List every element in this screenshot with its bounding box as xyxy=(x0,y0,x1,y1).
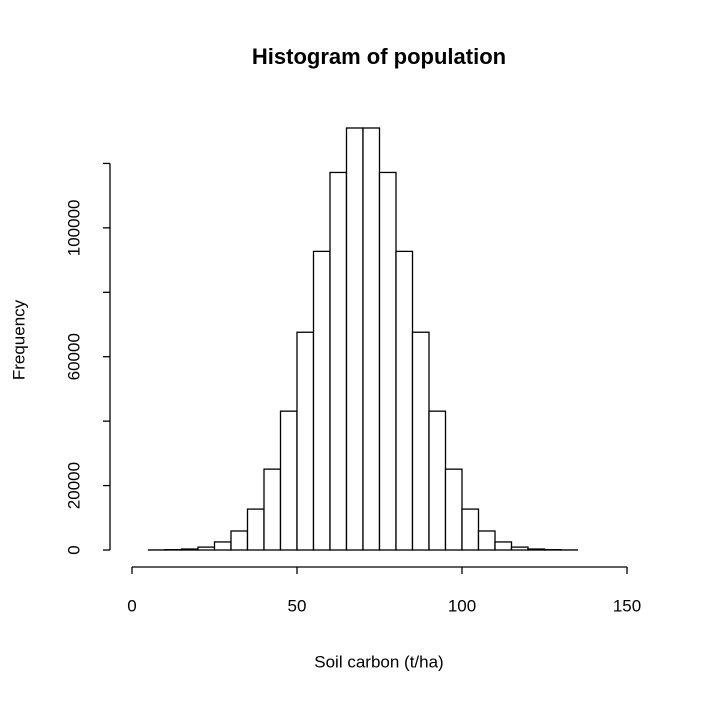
histogram-bar xyxy=(494,541,513,551)
histogram-bar xyxy=(329,171,348,551)
y-axis-label: Frequency xyxy=(9,299,28,380)
y-tick-label: 20000 xyxy=(64,462,83,509)
x-tick-label: 150 xyxy=(613,596,641,615)
histogram-bar xyxy=(279,410,298,551)
y-tick-label: 60000 xyxy=(64,333,83,380)
y-tick-label: 0 xyxy=(64,545,83,554)
histogram-bar xyxy=(345,127,364,551)
x-tick-label: 100 xyxy=(448,596,476,615)
histogram-bar xyxy=(263,468,282,551)
histogram-bar xyxy=(362,127,381,551)
y-tick-label: 100000 xyxy=(64,199,83,256)
x-tick-label: 0 xyxy=(127,596,136,615)
histogram-bar xyxy=(444,468,463,551)
histogram-bar xyxy=(477,530,496,551)
histogram-bar xyxy=(411,331,430,551)
histogram-bar xyxy=(510,546,529,551)
x-axis-label: Soil carbon (t/ha) xyxy=(314,652,443,671)
histogram-bar xyxy=(527,548,546,551)
histogram-bar xyxy=(378,171,397,551)
histogram-bar xyxy=(213,541,232,551)
histogram-bar xyxy=(395,250,414,551)
histogram-bar xyxy=(180,548,199,551)
histogram-bar xyxy=(461,508,480,551)
chart-title: Histogram of population xyxy=(252,44,506,69)
histogram-bar xyxy=(312,250,331,551)
x-tick-label: 50 xyxy=(288,596,307,615)
histogram-bar xyxy=(230,530,249,551)
histogram-bar xyxy=(296,331,315,551)
histogram-bar xyxy=(428,410,447,551)
histogram-bar xyxy=(197,546,216,551)
histogram-bar xyxy=(246,508,265,551)
